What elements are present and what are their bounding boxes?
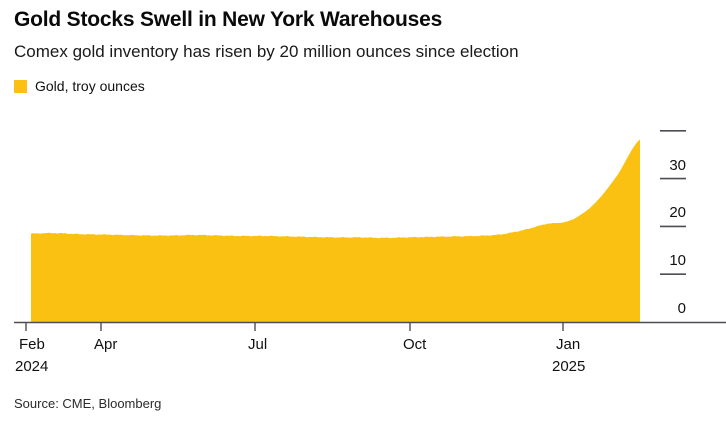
x-tick-year-2024: 2024 — [15, 358, 49, 375]
chart-subtitle: Comex gold inventory has risen by 20 mil… — [14, 42, 519, 61]
y-tick-label-30: 30 — [669, 156, 686, 174]
legend-swatch-gold — [14, 79, 27, 93]
y-tick-label-20: 20 — [669, 204, 686, 222]
page-title: Gold Stocks Swell in New York Warehouses — [14, 8, 443, 31]
x-axis-tick-marks — [25, 322, 564, 331]
x-tick-label-oct: Oct — [403, 336, 427, 353]
legend-label-gold: Gold, troy ounces — [35, 78, 145, 94]
x-tick-label-apr: Apr — [94, 336, 118, 353]
y-tick-label-0: 0 — [677, 300, 686, 317]
gold-area-path — [31, 139, 640, 322]
y-tick-label-10: 10 — [669, 252, 686, 270]
chart-legend: Gold, troy ounces — [14, 78, 145, 94]
x-tick-label-feb: Feb — [19, 336, 45, 353]
source-note: Source: CME, Bloomberg — [14, 396, 162, 411]
x-tick-year-2025: 2025 — [552, 358, 586, 375]
x-tick-label-jan: Jan — [556, 336, 581, 353]
area-series-gold — [31, 139, 640, 322]
y-axis-tick-marks — [660, 130, 686, 276]
x-tick-label-jul: Jul — [248, 336, 268, 353]
